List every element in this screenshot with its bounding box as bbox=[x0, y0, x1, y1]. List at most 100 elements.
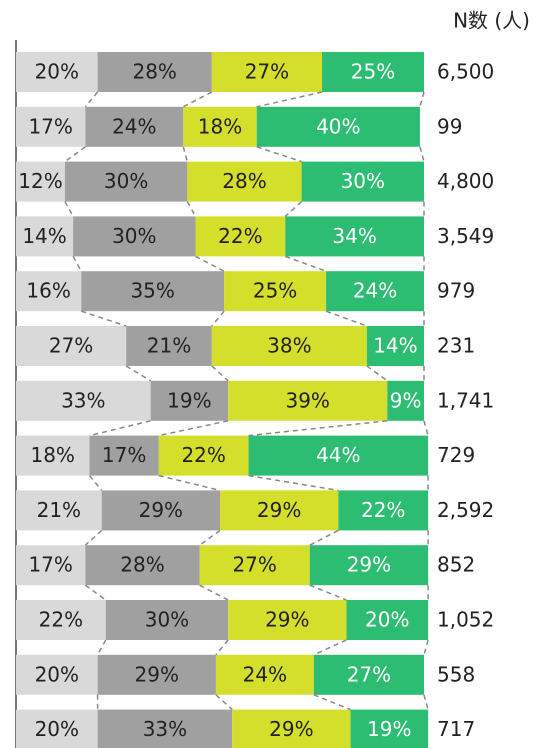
segment-label: 24% bbox=[243, 662, 287, 686]
connector bbox=[366, 365, 388, 382]
bar-segment bbox=[16, 216, 74, 257]
segment-label: 17% bbox=[28, 553, 72, 577]
connector bbox=[199, 529, 221, 546]
segment-label: 27% bbox=[232, 553, 276, 577]
connector bbox=[195, 255, 225, 272]
segment-label: 27% bbox=[49, 334, 93, 358]
segment-label: 19% bbox=[167, 388, 211, 412]
bar-segment bbox=[16, 654, 98, 695]
segment-label: 16% bbox=[26, 279, 70, 303]
connector bbox=[88, 475, 103, 491]
n-label: 2,592 bbox=[437, 498, 494, 522]
segment-label: 28% bbox=[222, 169, 266, 193]
n-label: 717 bbox=[437, 717, 475, 741]
connector bbox=[211, 310, 225, 327]
bar-segment bbox=[301, 161, 424, 202]
n-label: 231 bbox=[437, 334, 475, 358]
segment-label: 14% bbox=[22, 224, 66, 248]
bar-segment bbox=[387, 380, 424, 421]
connector bbox=[186, 201, 197, 217]
segment-label: 30% bbox=[341, 169, 385, 193]
bar-segment bbox=[220, 490, 339, 531]
bar-segment bbox=[97, 52, 212, 92]
bar-segment bbox=[16, 161, 65, 202]
bar-segment bbox=[85, 545, 200, 586]
segment-label: 44% bbox=[316, 443, 360, 467]
bar-segment bbox=[285, 216, 424, 257]
bar-segment bbox=[85, 106, 184, 147]
bar-segment bbox=[228, 380, 388, 421]
segment-label: 20% bbox=[365, 608, 409, 632]
segment-label: 24% bbox=[353, 279, 397, 303]
connector bbox=[199, 584, 229, 601]
segment-label: 29% bbox=[257, 498, 301, 522]
connector bbox=[84, 529, 103, 546]
connector bbox=[423, 694, 429, 710]
segment-label: 14% bbox=[373, 334, 417, 358]
segment-label: 33% bbox=[61, 388, 105, 412]
n-label: 4,800 bbox=[437, 169, 494, 193]
connector bbox=[81, 310, 127, 327]
n-column-title: N数 (人) bbox=[453, 9, 530, 33]
bar-segment bbox=[346, 600, 429, 640]
segment-label: 25% bbox=[253, 279, 297, 303]
bar-segment bbox=[195, 216, 286, 257]
bar-segment bbox=[211, 52, 322, 92]
bar-segment bbox=[16, 709, 98, 748]
segment-label: 29% bbox=[135, 662, 179, 686]
connector bbox=[64, 201, 74, 217]
bar-segment bbox=[183, 106, 257, 147]
segment-label: 29% bbox=[347, 553, 391, 577]
connector bbox=[419, 146, 425, 162]
connector bbox=[325, 310, 368, 327]
connector bbox=[182, 146, 189, 162]
connector bbox=[256, 146, 302, 163]
connector bbox=[84, 91, 99, 108]
bar-segment bbox=[158, 435, 249, 476]
segment-label: 20% bbox=[35, 60, 79, 84]
bar-segment bbox=[89, 435, 159, 476]
segment-label: 30% bbox=[112, 224, 156, 248]
connector bbox=[158, 420, 229, 437]
connector bbox=[215, 639, 229, 656]
segment-label: 28% bbox=[132, 60, 176, 84]
bar-segment bbox=[16, 490, 102, 531]
bar-segment bbox=[101, 490, 220, 531]
segment-label: 29% bbox=[269, 717, 313, 741]
bar-segment bbox=[16, 435, 90, 476]
connector bbox=[419, 91, 425, 107]
bar-segment bbox=[16, 600, 106, 640]
n-label: 1,052 bbox=[437, 608, 494, 632]
bar-segment bbox=[350, 709, 429, 748]
connector bbox=[256, 91, 323, 108]
bar-segment bbox=[313, 654, 424, 695]
bar-segment bbox=[126, 326, 212, 366]
bar-segment bbox=[211, 326, 367, 366]
connector bbox=[182, 91, 213, 108]
connector bbox=[211, 365, 229, 382]
bar-segment bbox=[73, 216, 196, 257]
connector bbox=[84, 584, 107, 601]
segment-label: 39% bbox=[285, 388, 329, 412]
bar-segment bbox=[16, 106, 86, 147]
connector bbox=[248, 420, 388, 437]
segment-label: 22% bbox=[218, 224, 262, 248]
segment-label: 27% bbox=[347, 662, 391, 686]
segment-label: 29% bbox=[265, 608, 309, 632]
bar-segment bbox=[322, 52, 424, 92]
n-label: 852 bbox=[437, 553, 475, 577]
bar-segment bbox=[81, 271, 225, 312]
connector bbox=[423, 420, 429, 436]
segment-label: 20% bbox=[35, 717, 79, 741]
segment-label: 20% bbox=[35, 662, 79, 686]
bar-segment bbox=[16, 52, 98, 92]
segment-label: 38% bbox=[267, 334, 311, 358]
bar-segment bbox=[16, 545, 86, 586]
bar-segment bbox=[224, 271, 327, 312]
segment-label: 17% bbox=[102, 443, 146, 467]
connector bbox=[309, 529, 339, 546]
segment-label: 22% bbox=[361, 498, 405, 522]
segment-label: 12% bbox=[18, 169, 62, 193]
segment-label: 34% bbox=[332, 224, 376, 248]
